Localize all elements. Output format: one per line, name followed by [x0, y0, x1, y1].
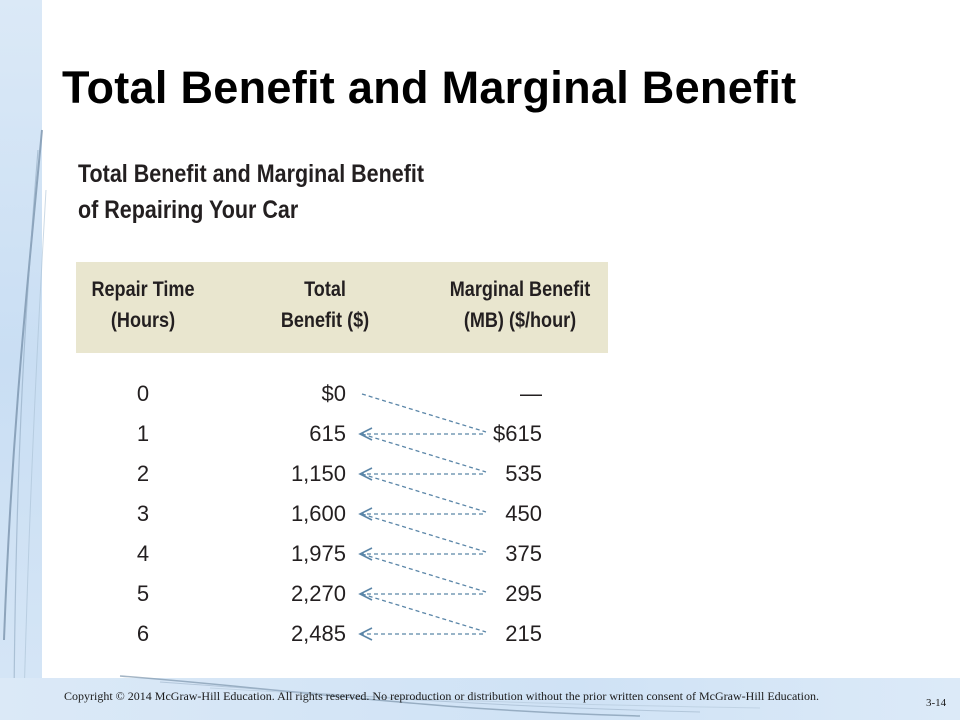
- cell-marginal-benefit: 375: [505, 541, 542, 566]
- arrowhead-icon: [358, 627, 373, 641]
- cell-hours: 1: [136, 421, 150, 446]
- table-header-background: [76, 262, 608, 353]
- column-header-marginal-benefit-line2: (MB) ($/hour): [463, 309, 577, 332]
- column-header-total-benefit-line1: Total: [304, 278, 346, 301]
- table-title: Total Benefit and Marginal Benefit of Re…: [78, 156, 424, 228]
- bottom-decorative-curves: [119, 675, 761, 717]
- diagonal-arrow-line: [361, 473, 487, 513]
- diagonal-arrow-line: [361, 513, 487, 553]
- cell-marginal-benefit: $615: [493, 421, 542, 446]
- bottom-decorative-band: [0, 678, 960, 720]
- arrowhead-icon: [358, 547, 373, 561]
- cell-marginal-benefit: 450: [505, 501, 542, 526]
- arrowhead-icon: [358, 427, 373, 441]
- cell-total-benefit: $0: [321, 381, 346, 406]
- column-header-total-benefit: Total Benefit ($): [265, 274, 385, 336]
- cell-marginal-benefit: 535: [505, 461, 542, 486]
- cell-marginal-benefit: 215: [505, 621, 542, 646]
- cell-hours: 0: [136, 381, 150, 406]
- arrowhead-icon: [358, 507, 373, 521]
- cell-total-benefit: 2,485: [290, 621, 346, 646]
- slide-number: 3-14: [926, 697, 947, 709]
- cell-total-benefit: 1,975: [290, 541, 346, 566]
- cell-hours: 5: [136, 581, 150, 606]
- table-title-line2: of Repairing Your Car: [78, 196, 299, 224]
- column-header-repair-time: Repair Time (Hours): [87, 274, 199, 336]
- column-header-repair-time-line2: (Hours): [110, 309, 176, 332]
- cell-marginal-benefit: —: [520, 381, 542, 406]
- cell-hours: 6: [136, 621, 150, 646]
- diagonal-arrow-line: [361, 553, 487, 593]
- cell-total-benefit: 2,270: [290, 581, 346, 606]
- cell-total-benefit: 615: [309, 421, 346, 446]
- table-title-line1: Total Benefit and Marginal Benefit: [78, 160, 425, 188]
- column-header-marginal-benefit-line1: Marginal Benefit: [449, 278, 591, 301]
- column-header-marginal-benefit: Marginal Benefit (MB) ($/hour): [438, 274, 601, 336]
- cell-total-benefit: 1,600: [290, 501, 346, 526]
- column-header-repair-time-line1: Repair Time: [91, 278, 195, 301]
- arrowhead-icon: [358, 467, 373, 481]
- diagonal-arrow-line: [361, 593, 487, 633]
- cell-hours: 3: [136, 501, 150, 526]
- slide-title: Total Benefit and Marginal Benefit: [62, 62, 797, 113]
- diagonal-arrow-line: [361, 393, 487, 433]
- cell-hours: 2: [136, 461, 150, 486]
- copyright-notice: Copyright © 2014 McGraw-Hill Education. …: [64, 689, 819, 703]
- arrowhead-icon: [358, 587, 373, 601]
- diagonal-arrow-line: [361, 433, 487, 473]
- cell-marginal-benefit: 295: [505, 581, 542, 606]
- cell-hours: 4: [136, 541, 150, 566]
- cell-total-benefit: 1,150: [290, 461, 346, 486]
- left-decorative-curves: [3, 129, 47, 701]
- column-header-total-benefit-line2: Benefit ($): [280, 309, 370, 332]
